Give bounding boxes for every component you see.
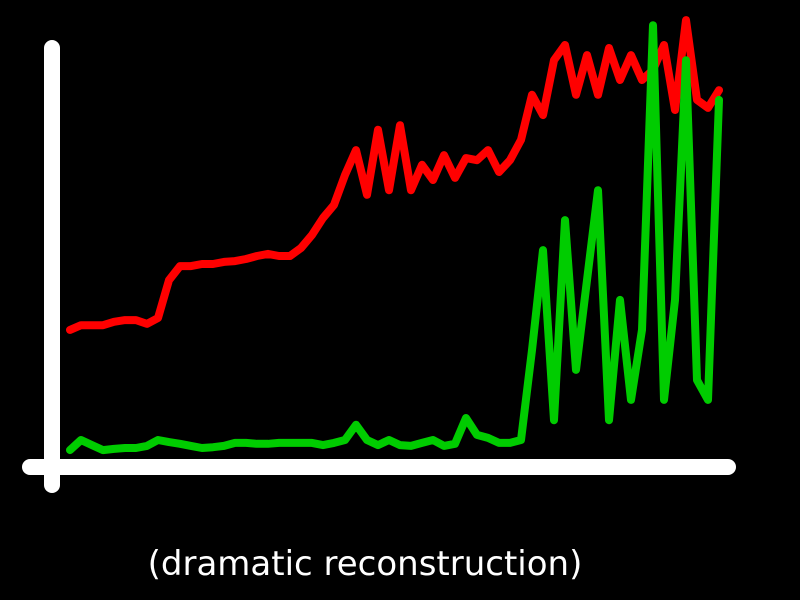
caption: (dramatic reconstruction) bbox=[148, 544, 583, 584]
data-line bbox=[66, 21, 723, 455]
data-line bbox=[66, 16, 723, 334]
plot-area bbox=[66, 16, 723, 455]
